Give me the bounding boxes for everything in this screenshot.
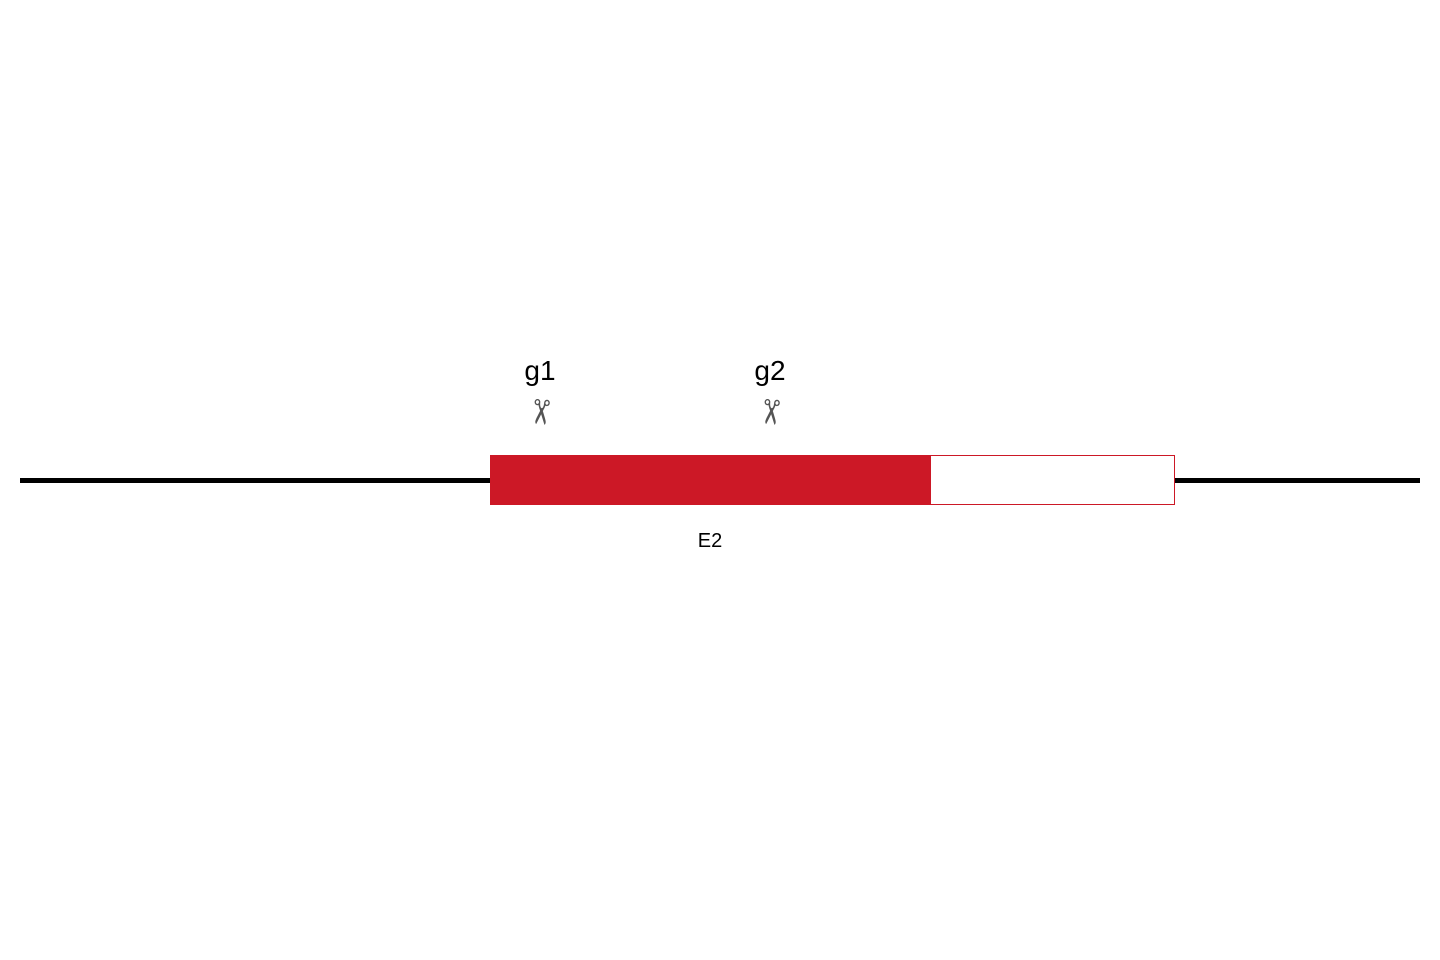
gene-diagram: E2 g1 ✂ g2 ✂	[0, 0, 1440, 960]
exon-filled-region	[490, 455, 930, 505]
exon-label: E2	[698, 530, 722, 553]
scissors-icon: ✂	[752, 396, 788, 427]
guide-g1-label: g1	[524, 355, 555, 387]
exon-open-region	[930, 455, 1175, 505]
scissors-icon: ✂	[522, 396, 558, 427]
guide-g2-label: g2	[754, 355, 785, 387]
